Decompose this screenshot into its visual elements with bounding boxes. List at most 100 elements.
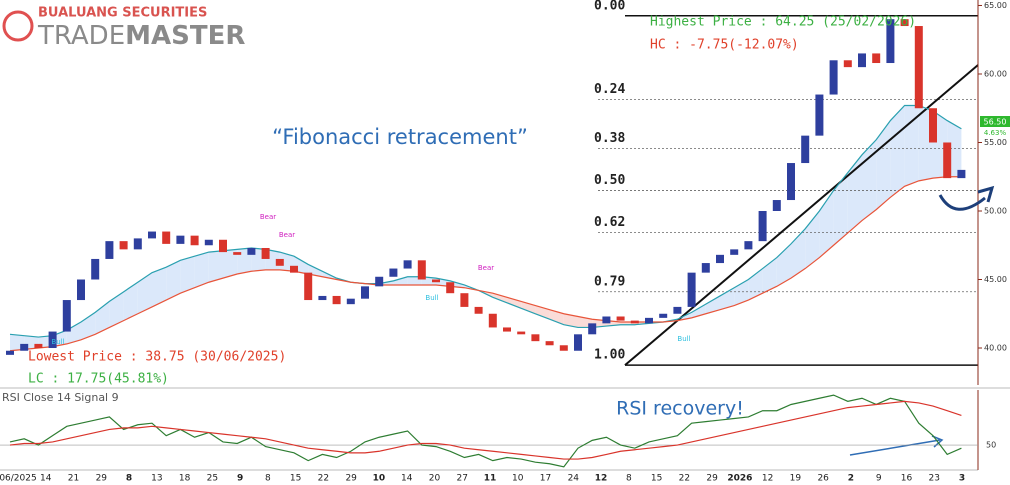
ma-band <box>194 252 209 288</box>
candle-body <box>687 272 696 307</box>
candle-body <box>417 260 426 280</box>
rsi-note: RSI recovery! <box>616 398 744 420</box>
candle-body <box>758 210 767 242</box>
candle-body <box>488 313 497 328</box>
candle-body <box>318 295 327 301</box>
ma-line <box>9 176 962 352</box>
candle-body <box>616 316 625 321</box>
ma-band <box>208 250 223 283</box>
ma-band <box>791 228 806 279</box>
ma-band <box>847 154 862 233</box>
candle-body <box>403 260 412 269</box>
candle-body <box>133 238 142 250</box>
fib-label: 0.00 <box>594 0 625 13</box>
x-tick-label: 9 <box>876 474 882 484</box>
candle-body <box>914 26 923 109</box>
ma-band <box>890 105 905 198</box>
logo-b: MASTER <box>125 21 245 51</box>
bear-signal: Bear <box>478 264 494 272</box>
candle-body <box>545 341 554 346</box>
ma-band <box>705 295 720 314</box>
x-tick-label: 17 <box>540 474 551 484</box>
y-tick-label: 65.00 <box>984 1 1007 10</box>
candle-body <box>772 200 781 211</box>
fib-note: “Fibonacci retracement” <box>272 125 528 149</box>
ma-band <box>521 301 536 314</box>
candle-body <box>843 60 852 68</box>
x-tick-label: 22 <box>318 474 329 484</box>
ma-band <box>563 313 578 328</box>
lowest-annotation: Lowest Price : 38.75 (30/06/2025) <box>28 350 286 365</box>
ma-band <box>81 312 96 340</box>
fib-label: 0.62 <box>594 215 625 230</box>
candle-body <box>148 231 156 239</box>
ma-band <box>805 210 820 269</box>
candle-body <box>559 345 568 351</box>
candle-body <box>801 135 810 164</box>
ma-band <box>123 282 138 321</box>
candle-body <box>474 306 483 314</box>
x-tick-label: 2026 <box>727 474 752 484</box>
candle-body <box>361 286 369 299</box>
x-tick-label: 12 <box>762 474 773 484</box>
candle-body <box>375 276 384 287</box>
bull-signal: Bull <box>425 294 438 302</box>
candle-body <box>62 300 71 332</box>
candle-body <box>204 239 213 246</box>
ma-band <box>223 249 238 279</box>
x-tick-label: 06/2025 <box>0 474 37 484</box>
candle-body <box>446 282 455 294</box>
candle-body <box>858 53 866 68</box>
highest-annotation: Highest Price : 64.25 (25/02/2026) <box>650 15 916 30</box>
x-tick-label: 15 <box>651 474 662 484</box>
candle-body <box>162 231 171 244</box>
fib-label: 0.79 <box>594 274 625 289</box>
ma-band <box>393 276 408 285</box>
brand: BUALUANG SECURITIES <box>38 6 207 21</box>
x-tick-label: 29 <box>345 474 357 484</box>
last-price-box <box>980 116 1010 127</box>
candle-body <box>503 327 511 332</box>
candle-body <box>716 254 724 264</box>
candle-body <box>517 331 526 335</box>
candle-body <box>730 249 739 255</box>
ma-band <box>166 260 181 301</box>
x-tick-label: 8 <box>265 474 271 484</box>
ma-band <box>152 267 167 307</box>
candle-body <box>815 94 824 136</box>
y-tick-label: 55.00 <box>984 138 1007 147</box>
reversal-arrow-head <box>977 185 995 203</box>
candle-body <box>673 306 682 314</box>
logo-a: TRADE <box>37 21 125 51</box>
candle-body <box>233 252 242 255</box>
ma-band <box>137 272 152 314</box>
candle-body <box>602 316 611 324</box>
x-tick-label: 14 <box>40 474 52 484</box>
rsi-tick-label: 50 <box>986 441 996 450</box>
candle-body <box>346 298 355 305</box>
candle-body <box>247 247 256 255</box>
x-tick-label: 18 <box>179 474 191 484</box>
candle-body <box>290 265 298 273</box>
candle-body <box>119 241 128 250</box>
ma-band <box>492 293 507 303</box>
change-label: 4.63% <box>984 129 1007 137</box>
ma-band <box>904 105 919 187</box>
candle-body <box>6 350 14 355</box>
candle-body <box>659 313 668 318</box>
candle-body <box>829 60 838 95</box>
reversal-arrow <box>938 194 986 211</box>
candle-body <box>900 19 909 27</box>
bear-signal: Bear <box>260 213 276 221</box>
y-tick-label: 50.00 <box>984 206 1007 215</box>
bull-signal: Bull <box>51 338 64 346</box>
candle-body <box>531 334 540 342</box>
x-tick-label: 8 <box>126 474 132 484</box>
candle-body <box>588 323 597 335</box>
logo-text: TRADEMASTER <box>37 21 245 51</box>
candle-body <box>744 241 753 250</box>
x-tick-label: 29 <box>96 474 108 484</box>
candle-body <box>872 53 881 64</box>
fib-label: 0.24 <box>594 82 625 97</box>
x-tick-label: 20 <box>429 474 441 484</box>
